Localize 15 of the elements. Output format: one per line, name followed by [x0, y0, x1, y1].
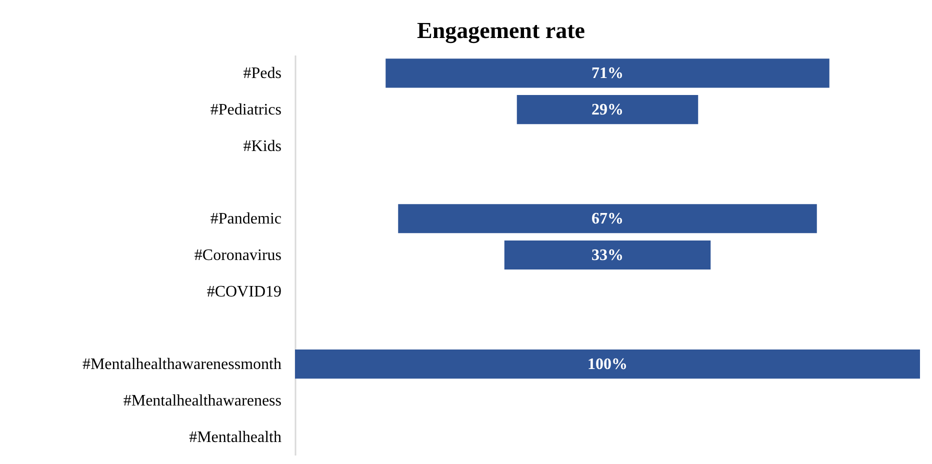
data-label: 29%: [592, 102, 624, 119]
data-label: 67%: [592, 210, 624, 228]
category-label: #Mentalhealthawareness: [123, 392, 282, 410]
category-label: #Peds: [243, 65, 282, 82]
category-label: #Mentalhealth: [189, 428, 282, 446]
category-label: #Mentalhealthawarenessmonth: [82, 356, 282, 374]
category-label: #Pandemic: [210, 210, 282, 228]
category-label: #Pediatrics: [210, 102, 282, 119]
data-label: 100%: [588, 356, 628, 374]
category-label: #Coronavirus: [194, 247, 282, 264]
data-label: 33%: [592, 247, 624, 264]
category-label: #COVID19: [206, 283, 282, 300]
category-label: #Kids: [243, 138, 282, 155]
data-label: 71%: [592, 65, 624, 82]
text: Engagement rate: [416, 18, 585, 44]
